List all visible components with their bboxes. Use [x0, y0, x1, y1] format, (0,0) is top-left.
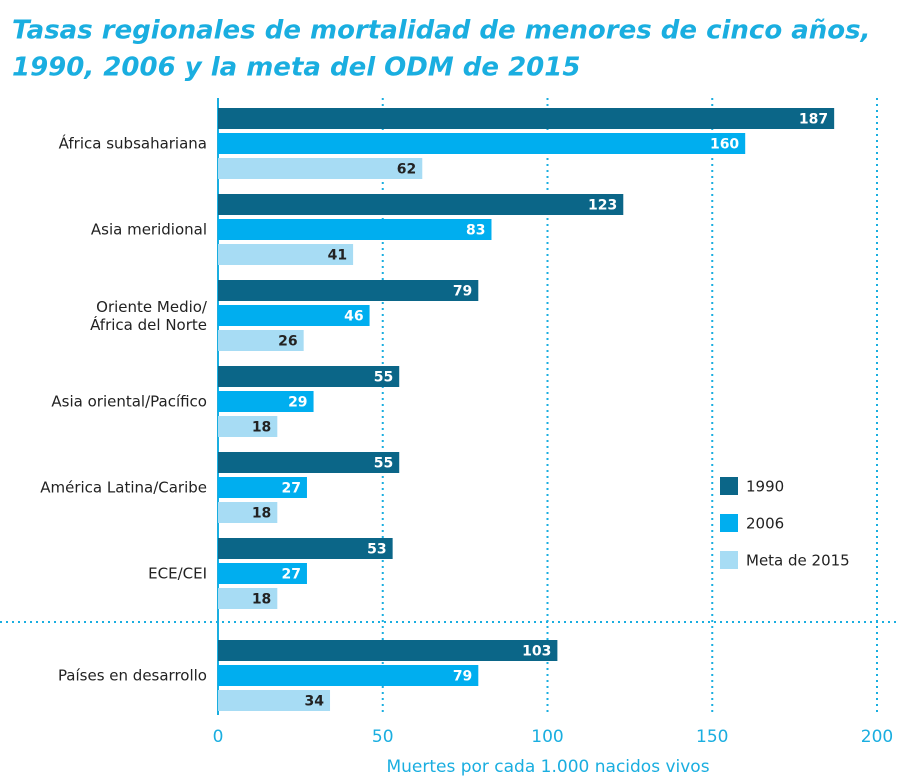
chart-title: Tasas regionales de mortalidad de menore… [12, 16, 871, 46]
bar [218, 305, 370, 326]
legend-swatch [720, 514, 738, 532]
bar [218, 538, 393, 559]
value-label: 55 [374, 456, 393, 472]
legend-label: 1990 [746, 478, 784, 496]
y-tick-label: Asia meridional [91, 221, 207, 239]
x-tick-label: 200 [861, 727, 893, 747]
value-label: 53 [367, 542, 386, 558]
x-axis-label: Muertes por cada 1.000 nacidos vivos [386, 757, 709, 776]
legend-swatch [720, 551, 738, 569]
y-tick-label: ECE/CEI [148, 565, 207, 583]
bar [218, 330, 304, 351]
x-tick-label: 0 [213, 727, 224, 747]
x-tick-label: 150 [696, 727, 728, 747]
value-label: 41 [328, 248, 347, 264]
y-tick-label: Asia oriental/Pacífico [51, 393, 207, 411]
bar [218, 194, 624, 215]
value-label: 29 [288, 395, 307, 411]
bar [218, 452, 400, 473]
value-label: 18 [252, 506, 271, 522]
y-tick-label: Países en desarrollo [58, 667, 207, 685]
bar [218, 158, 423, 179]
value-label: 26 [278, 334, 297, 350]
value-label: 18 [252, 420, 271, 436]
value-label: 27 [281, 567, 300, 583]
legend-label: 2006 [746, 515, 784, 533]
value-label: 103 [522, 644, 551, 660]
chart-title: 1990, 2006 y la meta del ODM de 2015 [12, 53, 580, 83]
value-label: 79 [453, 669, 472, 685]
legend-swatch [720, 477, 738, 495]
value-label: 27 [281, 481, 300, 497]
bar [218, 244, 354, 265]
bar [218, 640, 558, 661]
y-tick-label: América Latina/Caribe [40, 479, 207, 497]
value-label: 187 [799, 112, 828, 128]
value-label: 18 [252, 592, 271, 608]
value-label: 123 [588, 198, 617, 214]
bar [218, 477, 307, 498]
bar [218, 690, 331, 711]
bar [218, 366, 400, 387]
value-label: 160 [710, 137, 739, 153]
bar [218, 108, 835, 129]
bar [218, 391, 314, 412]
legend-label: Meta de 2015 [746, 552, 850, 570]
bar [218, 280, 479, 301]
x-tick-label: 100 [531, 727, 563, 747]
x-tick-label: 50 [372, 727, 394, 747]
value-label: 34 [305, 694, 325, 710]
y-tick-label: África subsahariana [59, 134, 207, 153]
value-label: 62 [397, 162, 416, 178]
bar [218, 665, 479, 686]
bar [218, 219, 492, 240]
y-tick-label: Oriente Medio/África del Norte [90, 298, 208, 334]
value-label: 46 [344, 309, 363, 325]
bar [218, 502, 278, 523]
bar [218, 133, 746, 154]
value-label: 83 [466, 223, 485, 239]
value-label: 55 [374, 370, 393, 386]
bar [218, 563, 307, 584]
bar [218, 588, 278, 609]
bar [218, 416, 278, 437]
value-label: 79 [453, 284, 472, 300]
